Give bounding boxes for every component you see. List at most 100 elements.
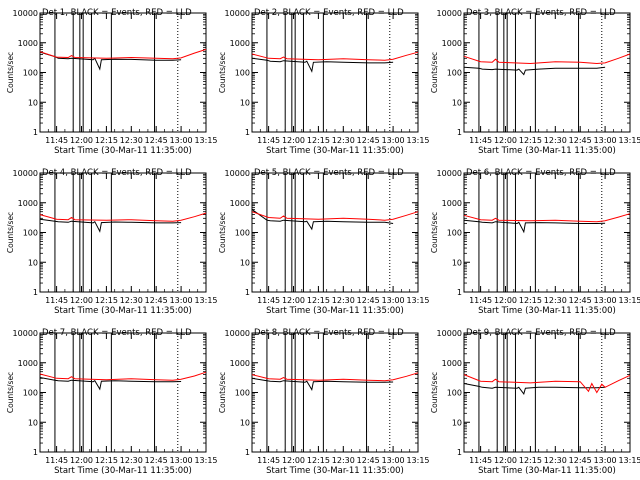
y-tick-label: 10 (240, 258, 250, 267)
y-tick-label: 10 (28, 418, 38, 427)
panel-det-9: 1 10 100 1000 10000 11:45 12:00 12:15 12:30 12:45… (430, 328, 640, 476)
series-line-events (39, 51, 182, 71)
y-axis-label: Counts/sec (218, 52, 227, 93)
y-tick-label: 100 (235, 229, 250, 238)
y-tick-label: 1 (245, 288, 250, 297)
plot-frame (39, 332, 207, 453)
x-tick-label: 12:30 (332, 296, 355, 305)
x-tick-label: 12:30 (120, 296, 143, 305)
y-axis-label: Counts/sec (6, 372, 15, 413)
series-line-events (463, 383, 606, 396)
y-axis-label: Counts/sec (430, 52, 439, 93)
y-axis-label: Counts/sec (218, 372, 227, 413)
series-line-lld (463, 374, 631, 394)
panel-det-2: 1 10 100 1000 10000 11:45 12:00 12:15 12:30 12:45… (218, 8, 430, 156)
panel-title: Det 9, BLACK = Events, RED = LLD (466, 328, 616, 338)
x-tick-label: 13:15 (406, 296, 429, 305)
series-line-events (251, 377, 394, 391)
x-tick-label: 13:00 (594, 296, 617, 305)
y-tick-label: 1 (245, 128, 250, 137)
y-tick-label: 100 (447, 69, 462, 78)
x-tick-label: 12:30 (544, 136, 567, 145)
x-tick-label: 12:15 (95, 456, 118, 465)
x-tick-label: 12:45 (569, 456, 592, 465)
panel-det-4: 1 10 100 1000 10000 11:45 12:00 12:15 12:30 12:45… (6, 168, 218, 316)
x-tick-label: 13:15 (406, 136, 429, 145)
panel-det-7: 1 10 100 1000 10000 11:45 12:00 12:15 12:30 12:45… (6, 328, 218, 476)
x-tick-label: 11:45 (257, 296, 280, 305)
x-tick-label: 12:45 (145, 456, 168, 465)
panel-title: Det 1, BLACK = Events, RED = LLD (42, 8, 192, 18)
y-tick-label: 10000 (225, 9, 250, 18)
x-tick-label: 13:15 (618, 456, 640, 465)
y-tick-label: 10000 (13, 169, 38, 178)
y-tick-label: 1 (457, 288, 462, 297)
y-tick-label: 100 (23, 229, 38, 238)
x-tick-label: 13:00 (382, 296, 405, 305)
y-axis-label: Counts/sec (6, 52, 15, 93)
series-line-events (463, 219, 606, 234)
x-tick-label: 12:45 (357, 456, 380, 465)
y-tick-label: 1000 (18, 39, 38, 48)
x-tick-label: 11:45 (257, 136, 280, 145)
series-line-lld (251, 211, 419, 221)
series-line-events (251, 57, 394, 73)
x-tick-label: 11:45 (45, 456, 68, 465)
x-tick-label: 12:00 (494, 136, 517, 145)
x-tick-label: 13:00 (594, 456, 617, 465)
y-tick-label: 1000 (442, 199, 462, 208)
x-axis-label: Start Time (30-Mar-11 11:35:00) (266, 306, 404, 316)
x-tick-label: 12:00 (70, 456, 93, 465)
x-tick-label: 12:45 (569, 296, 592, 305)
x-axis-label: Start Time (30-Mar-11 11:35:00) (266, 466, 404, 476)
panel-title: Det 3, BLACK = Events, RED = LLD (466, 8, 616, 18)
series-line-lld (251, 51, 419, 61)
series-line-lld (463, 213, 631, 223)
panel-det-6: 1 10 100 1000 10000 11:45 12:00 12:15 12:30 12:45… (430, 168, 640, 316)
series-line-events (463, 66, 606, 76)
panel-title: Det 5, BLACK = Events, RED = LLD (254, 168, 404, 178)
y-tick-label: 1 (33, 128, 38, 137)
x-axis-label: Start Time (30-Mar-11 11:35:00) (478, 146, 616, 156)
y-axis-label: Counts/sec (430, 212, 439, 253)
x-tick-label: 12:30 (120, 136, 143, 145)
y-tick-label: 10 (452, 418, 462, 427)
y-tick-label: 1000 (230, 199, 250, 208)
panel-title: Det 2, BLACK = Events, RED = LLD (254, 8, 404, 18)
x-tick-label: 12:00 (70, 136, 93, 145)
y-tick-label: 10 (240, 418, 250, 427)
x-tick-label: 12:30 (332, 456, 355, 465)
x-tick-label: 12:15 (95, 136, 118, 145)
x-tick-label: 13:00 (170, 136, 193, 145)
x-tick-label: 12:15 (307, 136, 330, 145)
y-tick-label: 10000 (13, 9, 38, 18)
x-tick-label: 12:00 (70, 296, 93, 305)
y-tick-label: 1000 (230, 39, 250, 48)
plot-frame (251, 332, 419, 453)
x-tick-label: 12:30 (332, 136, 355, 145)
y-tick-label: 1 (33, 448, 38, 457)
x-tick-label: 13:00 (382, 136, 405, 145)
y-tick-label: 100 (447, 229, 462, 238)
x-tick-label: 12:30 (120, 456, 143, 465)
series-line-lld (39, 371, 207, 381)
y-tick-label: 1000 (18, 199, 38, 208)
series-line-lld (463, 53, 631, 65)
plot-frame (39, 172, 207, 293)
x-tick-label: 13:00 (382, 456, 405, 465)
x-tick-label: 13:15 (618, 296, 640, 305)
plot-frame (251, 12, 419, 133)
series-line-events (39, 218, 182, 233)
y-tick-label: 100 (235, 389, 250, 398)
x-tick-label: 12:45 (569, 136, 592, 145)
x-tick-label: 13:00 (170, 296, 193, 305)
panel-det-8: 1 10 100 1000 10000 11:45 12:00 12:15 12:30 12:45… (218, 328, 430, 476)
x-tick-label: 13:15 (194, 296, 217, 305)
y-tick-label: 1 (457, 448, 462, 457)
y-tick-label: 10 (452, 258, 462, 267)
x-tick-label: 11:45 (45, 136, 68, 145)
y-tick-label: 1 (245, 448, 250, 457)
series-line-lld (39, 48, 207, 60)
plot-frame (463, 332, 631, 453)
y-tick-label: 10000 (437, 169, 462, 178)
